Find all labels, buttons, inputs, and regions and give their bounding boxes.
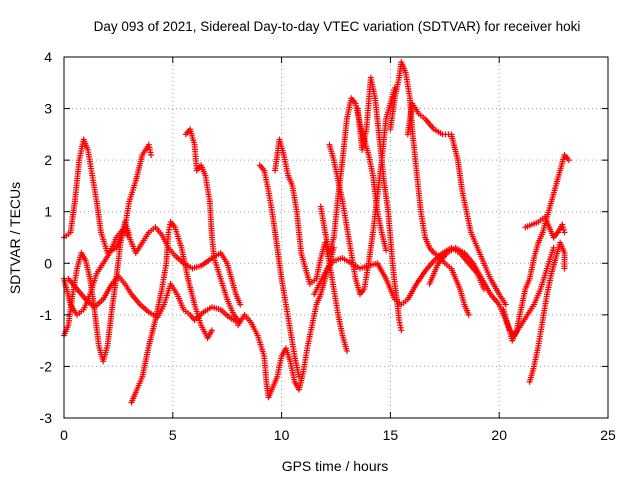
x-tick-label: 20 (491, 427, 507, 443)
x-tick-label: 5 (169, 427, 177, 443)
series-sat-i (272, 136, 350, 354)
series-sat-c (61, 219, 133, 365)
plot-frame (63, 56, 609, 419)
data-point-markers (256, 162, 303, 380)
y-tick-label: 2 (44, 152, 52, 168)
data-point-markers (387, 59, 472, 318)
x-tick-label: 0 (60, 427, 68, 443)
series-sat-h (256, 162, 303, 380)
data-point-markers (272, 136, 350, 354)
x-tick-label: 25 (600, 427, 616, 443)
series-sat-n (387, 59, 472, 318)
data-layer (61, 59, 572, 406)
data-point-markers (182, 126, 242, 324)
y-tick-label: -1 (40, 307, 53, 323)
series-sat-m (354, 74, 405, 334)
data-point-markers (354, 74, 405, 334)
x-tick-label: 15 (383, 427, 399, 443)
x-axis-label: GPS time / hours (282, 458, 389, 474)
chart-title: Day 093 of 2021, Sidereal Day-to-day VTE… (94, 19, 581, 34)
series-sat-g (235, 244, 337, 401)
data-point-markers (65, 273, 242, 326)
data-point-markers (61, 219, 133, 365)
data-point-markers (426, 244, 557, 339)
series-sat-a (61, 136, 155, 256)
y-tick-label: 4 (44, 49, 52, 65)
y-tick-label: -2 (40, 358, 53, 374)
series-sat-f (182, 126, 242, 324)
data-point-markers (404, 100, 509, 308)
data-point-markers (235, 244, 337, 401)
series-sat-s (526, 239, 568, 385)
y-tick-label: 1 (44, 204, 52, 220)
series-sat-d (65, 273, 242, 326)
data-point-markers (526, 239, 568, 385)
series-sat-r (522, 213, 568, 241)
x-tick-label: 10 (274, 427, 290, 443)
y-tick-label: 0 (44, 255, 52, 271)
y-axis-label: SDTVAR / TECUs (7, 182, 23, 294)
y-tick-label: -3 (40, 410, 53, 426)
data-point-markers (522, 213, 568, 241)
data-point-markers (61, 136, 155, 256)
tick-layer: 0 5 10 15 20 25 -3 -2 -1 0 1 2 3 4 (40, 49, 616, 443)
series-sat-o (404, 100, 509, 308)
data-point-markers (128, 219, 215, 406)
series-sat-e (128, 219, 215, 406)
series-sat-p (426, 244, 557, 339)
y-tick-label: 3 (44, 101, 52, 117)
